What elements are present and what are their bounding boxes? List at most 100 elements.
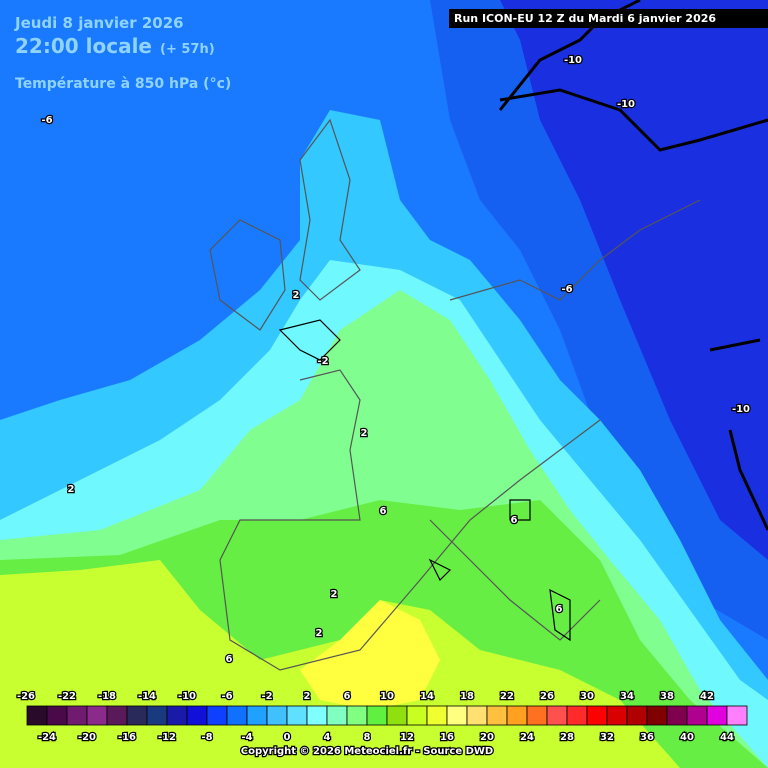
colorbar: -26-24-22-20-18-16-14-12-10-8-6-4-202468… bbox=[16, 690, 748, 744]
colorbar-label: 4 bbox=[324, 732, 331, 743]
colorbar-swatch bbox=[266, 705, 288, 726]
colorbar-label: 42 bbox=[700, 691, 714, 702]
colorbar-swatch bbox=[566, 705, 588, 726]
copyright: Copyright © 2026 Meteociel.fr - Source D… bbox=[241, 746, 493, 757]
colorbar-swatch bbox=[526, 705, 548, 726]
colorbar-label: 12 bbox=[400, 732, 414, 743]
colorbar-swatch bbox=[506, 705, 528, 726]
colorbar-label: -6 bbox=[221, 691, 232, 702]
colorbar-swatch bbox=[226, 705, 248, 726]
colorbar-swatch bbox=[546, 705, 568, 726]
contour-label: 6 bbox=[556, 604, 563, 615]
colorbar-label: 2 bbox=[304, 691, 311, 702]
contour-label: 2 bbox=[316, 628, 323, 639]
colorbar-label: 20 bbox=[480, 732, 494, 743]
colorbar-label: -2 bbox=[261, 691, 272, 702]
colorbar-label: 28 bbox=[560, 732, 574, 743]
contour-label: 6 bbox=[380, 506, 387, 517]
run-box bbox=[449, 9, 768, 28]
time: 22:00 locale bbox=[15, 34, 152, 58]
colorbar-label: -12 bbox=[158, 732, 176, 743]
colorbar-label: 6 bbox=[344, 691, 351, 702]
colorbar-label: 34 bbox=[620, 691, 634, 702]
colorbar-swatch bbox=[86, 705, 108, 726]
colorbar-label: -4 bbox=[241, 732, 252, 743]
colorbar-label: 30 bbox=[580, 691, 594, 702]
colorbar-label: 0 bbox=[284, 732, 291, 743]
colorbar-swatch bbox=[206, 705, 228, 726]
contour-label: 6 bbox=[511, 515, 518, 526]
coastline bbox=[209, 118, 701, 671]
colorbar-swatch bbox=[406, 705, 428, 726]
colorbar-label: 14 bbox=[420, 691, 434, 702]
colorbar-swatch bbox=[686, 705, 708, 726]
colorbar-swatch bbox=[606, 705, 628, 726]
contour-label: 2 bbox=[293, 290, 300, 301]
colorbar-label: 22 bbox=[500, 691, 514, 702]
contour-label: -10 bbox=[564, 55, 582, 66]
colorbar-label: 32 bbox=[600, 732, 614, 743]
run-info: Run ICON-EU 12 Z du Mardi 6 janvier 2026 bbox=[454, 12, 716, 25]
colorbar-swatch bbox=[706, 705, 728, 726]
colorbar-label: -8 bbox=[201, 732, 212, 743]
colorbar-swatch bbox=[586, 705, 608, 726]
colorbar-swatch bbox=[106, 705, 128, 726]
contour-label: -2 bbox=[317, 356, 328, 367]
colorbar-label: 8 bbox=[364, 732, 371, 743]
contour-label: -6 bbox=[561, 284, 572, 295]
colorbar-label: -22 bbox=[58, 691, 76, 702]
colorbar-swatch bbox=[326, 705, 348, 726]
colorbar-swatch bbox=[26, 705, 48, 726]
colorbar-label: 38 bbox=[660, 691, 674, 702]
colorbar-label: 36 bbox=[640, 732, 654, 743]
contour-label: 2 bbox=[68, 484, 75, 495]
colorbar-label: 26 bbox=[540, 691, 554, 702]
colorbar-label: 44 bbox=[720, 732, 734, 743]
colorbar-swatch bbox=[186, 705, 208, 726]
colorbar-swatch bbox=[386, 705, 408, 726]
contour-label: -6 bbox=[41, 115, 52, 126]
contour-label: 2 bbox=[361, 428, 368, 439]
colorbar-swatch bbox=[126, 705, 148, 726]
colorbar-swatch bbox=[366, 705, 388, 726]
contour-label: 6 bbox=[226, 654, 233, 665]
lead-time: (+ 57h) bbox=[160, 42, 215, 57]
isotherm bbox=[498, 0, 768, 531]
colorbar-swatch bbox=[146, 705, 168, 726]
colorbar-label: -24 bbox=[38, 732, 56, 743]
contour-label: -10 bbox=[732, 404, 750, 415]
colorbar-swatch bbox=[166, 705, 188, 726]
field-warmest bbox=[300, 600, 440, 710]
contour-label: -10 bbox=[617, 99, 635, 110]
colorbar-swatch bbox=[726, 705, 748, 726]
colorbar-label: 24 bbox=[520, 732, 534, 743]
colorbar-label: -18 bbox=[98, 691, 116, 702]
colorbar-swatch bbox=[446, 705, 468, 726]
colorbar-label: -10 bbox=[178, 691, 196, 702]
colorbar-swatch bbox=[306, 705, 328, 726]
colorbar-label: 18 bbox=[460, 691, 474, 702]
colorbar-swatch bbox=[286, 705, 308, 726]
field-name: Température à 850 hPa (°c) bbox=[15, 76, 231, 92]
colorbar-swatch bbox=[646, 705, 668, 726]
colorbar-swatch bbox=[626, 705, 648, 726]
colorbar-swatch bbox=[346, 705, 368, 726]
colorbar-label: -14 bbox=[138, 691, 156, 702]
colorbar-label: -26 bbox=[17, 691, 35, 702]
colorbar-label: 40 bbox=[680, 732, 694, 743]
colorbar-label: -16 bbox=[118, 732, 136, 743]
colorbar-label: 10 bbox=[380, 691, 394, 702]
colorbar-swatch bbox=[46, 705, 68, 726]
colorbar-swatch bbox=[426, 705, 448, 726]
colorbar-swatch bbox=[486, 705, 508, 726]
colorbar-swatch bbox=[666, 705, 688, 726]
colorbar-swatch bbox=[246, 705, 268, 726]
colorbar-label: 16 bbox=[440, 732, 454, 743]
colorbar-swatch bbox=[466, 705, 488, 726]
colorbar-label: -20 bbox=[78, 732, 96, 743]
contour-label: 2 bbox=[331, 589, 338, 600]
colorbar-swatch bbox=[66, 705, 88, 726]
isotherm bbox=[278, 319, 571, 642]
date: Jeudi 8 janvier 2026 bbox=[14, 14, 184, 32]
